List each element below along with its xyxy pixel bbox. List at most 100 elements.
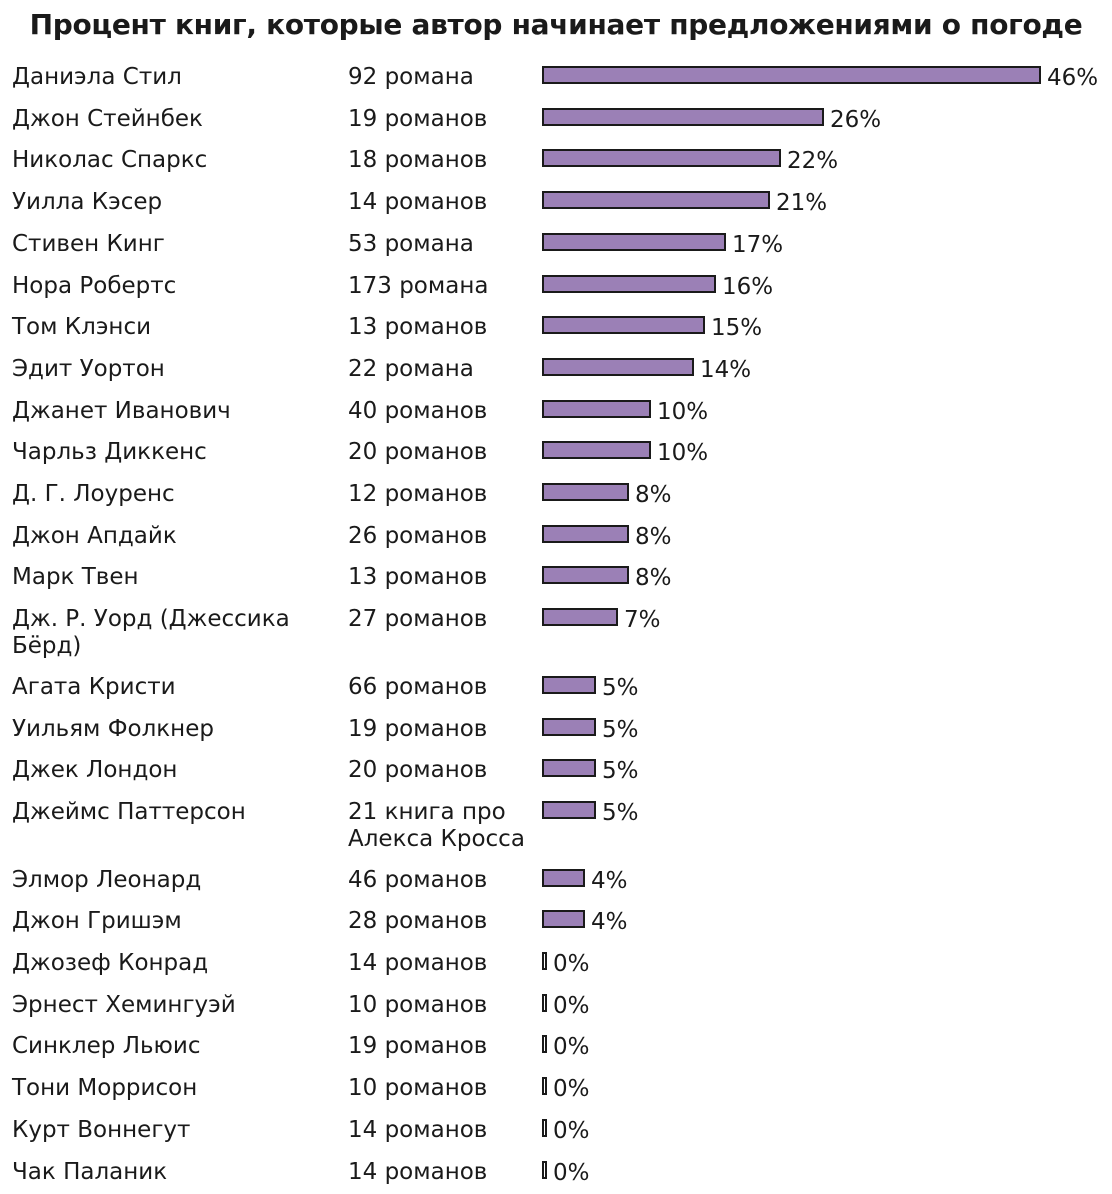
percent-label: 5% bbox=[602, 674, 639, 701]
bar bbox=[542, 1118, 547, 1137]
book-count-label: 19 романов bbox=[348, 1033, 488, 1060]
book-count-label: 14 романов bbox=[348, 189, 488, 216]
author-label: Элмор Леонард bbox=[12, 866, 202, 893]
percent-label: 0% bbox=[553, 951, 590, 977]
percent-label: 0% bbox=[553, 1159, 590, 1186]
percent-label: 5% bbox=[602, 799, 639, 826]
percent-label: 10% bbox=[657, 440, 709, 467]
author-label: Дж. Р. Уорд (Джессика Бёрд) bbox=[12, 606, 290, 660]
bar bbox=[542, 232, 726, 251]
author-label: Уилла Кэсер bbox=[12, 189, 163, 216]
author-label: Марк Твен bbox=[12, 564, 139, 591]
author-label: Д. Г. Лоуренс bbox=[12, 481, 175, 507]
percent-label: 4% bbox=[591, 909, 628, 936]
percent-label: 5% bbox=[602, 758, 639, 785]
bar bbox=[542, 1035, 547, 1054]
author-label: Николас Спаркс bbox=[12, 147, 208, 174]
bar bbox=[542, 675, 596, 694]
author-label: Тони Моррисон bbox=[12, 1075, 198, 1102]
bar bbox=[542, 316, 705, 335]
bar bbox=[542, 910, 585, 929]
author-label: Джозеф Конрад bbox=[12, 950, 209, 976]
bar bbox=[542, 524, 629, 543]
bar bbox=[542, 800, 596, 819]
author-label: Джон Гришэм bbox=[12, 908, 182, 935]
book-count-label: 10 романов bbox=[348, 991, 488, 1018]
book-count-label: 66 романов bbox=[348, 673, 488, 700]
book-count-label: 173 романа bbox=[348, 272, 489, 299]
percent-label: 26% bbox=[830, 106, 882, 133]
book-count-label: 27 романов bbox=[348, 606, 488, 633]
book-count-label: 40 романов bbox=[348, 397, 488, 424]
book-count-label: 13 романов bbox=[348, 314, 488, 341]
percent-label: 0% bbox=[553, 1034, 590, 1061]
book-count-label: 14 романов bbox=[348, 1116, 488, 1143]
author-label: Синклер Льюис bbox=[12, 1033, 201, 1060]
book-count-label: 53 романа bbox=[348, 230, 474, 257]
book-count-label: 19 романов bbox=[348, 105, 488, 132]
book-count-label: 13 романов bbox=[348, 564, 488, 591]
bar bbox=[542, 952, 547, 970]
book-count-label: 12 романов bbox=[348, 481, 488, 507]
bar bbox=[542, 608, 618, 627]
author-label: Даниэла Стил bbox=[12, 64, 182, 90]
bar bbox=[542, 759, 596, 778]
percent-label: 0% bbox=[553, 1076, 590, 1103]
percent-label: 14% bbox=[700, 356, 752, 383]
percent-label: 0% bbox=[553, 1117, 590, 1144]
percent-label: 22% bbox=[787, 148, 839, 175]
author-label: Джанет Иванович bbox=[12, 397, 231, 424]
percent-label: 8% bbox=[635, 482, 672, 508]
book-count-label: 26 романов bbox=[348, 522, 488, 549]
author-label: Эдит Уортон bbox=[12, 355, 165, 382]
book-count-label: 18 романов bbox=[348, 147, 488, 174]
author-label: Курт Воннегут bbox=[12, 1116, 191, 1143]
bar bbox=[542, 191, 770, 210]
bar bbox=[542, 993, 547, 1012]
bar bbox=[542, 441, 651, 460]
bar bbox=[542, 868, 585, 887]
author-label: Стивен Кинг bbox=[12, 230, 165, 257]
book-count-label: 92 романа bbox=[348, 64, 474, 90]
bar bbox=[542, 66, 1041, 84]
bar bbox=[542, 149, 781, 168]
book-count-label: 21 книга про Алекса Кросса bbox=[348, 798, 525, 852]
bar bbox=[542, 717, 596, 736]
percent-label: 46% bbox=[1047, 65, 1099, 91]
percent-label: 7% bbox=[624, 607, 661, 634]
percent-label: 21% bbox=[776, 190, 828, 217]
author-label: Чарльз Диккенс bbox=[12, 439, 207, 466]
bar bbox=[542, 566, 629, 585]
author-label: Агата Кристи bbox=[12, 673, 176, 700]
book-count-label: 22 романа bbox=[348, 355, 474, 382]
book-count-label: 46 романов bbox=[348, 866, 488, 893]
book-count-label: 19 романов bbox=[348, 715, 488, 742]
bar bbox=[542, 274, 716, 293]
bar bbox=[542, 483, 629, 501]
author-label: Том Клэнси bbox=[12, 314, 152, 341]
percent-label: 15% bbox=[711, 315, 763, 342]
author-label: Джеймс Паттерсон bbox=[12, 798, 246, 825]
author-label: Джон Апдайк bbox=[12, 522, 177, 549]
percent-label: 4% bbox=[591, 867, 628, 894]
percent-label: 17% bbox=[732, 231, 784, 258]
chart-title: Процент книг, которые автор начинает пре… bbox=[29, 8, 1083, 41]
book-count-label: 20 романов bbox=[348, 757, 488, 784]
percent-label: 8% bbox=[635, 523, 672, 550]
bar bbox=[542, 1077, 547, 1096]
book-count-label: 10 романов bbox=[348, 1075, 488, 1102]
bar bbox=[542, 357, 694, 376]
book-count-label: 14 романов bbox=[348, 1158, 488, 1185]
author-label: Уильям Фолкнер bbox=[12, 715, 214, 742]
book-count-label: 14 романов bbox=[348, 950, 488, 976]
author-label: Джон Стейнбек bbox=[12, 105, 203, 132]
percent-label: 10% bbox=[657, 398, 709, 425]
bar bbox=[542, 107, 824, 126]
percent-label: 5% bbox=[602, 716, 639, 743]
author-label: Нора Робертс bbox=[12, 272, 177, 299]
author-label: Эрнест Хемингуэй bbox=[12, 991, 236, 1018]
bar bbox=[542, 1160, 547, 1179]
book-count-label: 28 романов bbox=[348, 908, 488, 935]
percent-label: 8% bbox=[635, 565, 672, 592]
author-label: Чак Паланик bbox=[12, 1158, 168, 1185]
